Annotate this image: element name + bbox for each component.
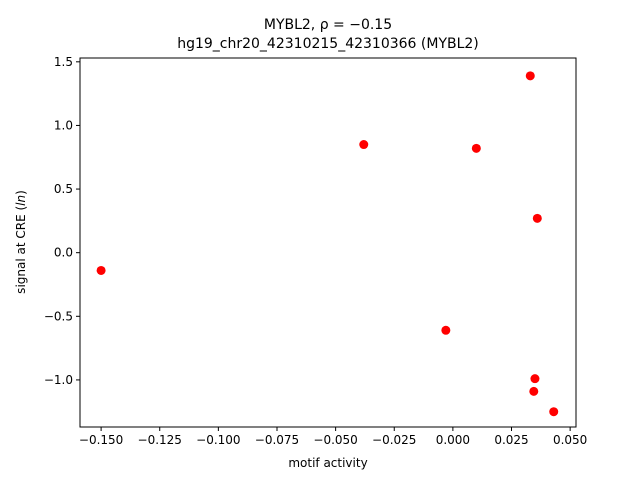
data-point bbox=[529, 386, 539, 396]
x-tick-label: 0.025 bbox=[494, 433, 528, 447]
y-tick-label: −1.0 bbox=[44, 373, 73, 387]
x-tick-label: −0.150 bbox=[79, 433, 123, 447]
y-axis: −1.0 −0.5 0.0 0.5 1.0 1.5 bbox=[44, 55, 80, 387]
x-tick-label: −0.125 bbox=[138, 433, 182, 447]
data-point bbox=[532, 213, 542, 223]
data-point bbox=[359, 140, 369, 150]
data-point bbox=[96, 265, 106, 275]
chart-title: MYBL2, ρ = −0.15 hg19_chr20_42310215_423… bbox=[177, 17, 479, 52]
data-point bbox=[525, 71, 535, 81]
chart-title-line1: MYBL2, ρ = −0.15 bbox=[264, 17, 392, 33]
x-axis-label: motif activity bbox=[288, 456, 367, 470]
data-point bbox=[549, 407, 559, 417]
chart-title-line2: hg19_chr20_42310215_42310366 (MYBL2) bbox=[177, 36, 479, 52]
plot-area bbox=[79, 57, 577, 428]
x-tick-label: −0.050 bbox=[313, 433, 357, 447]
y-tick-label: 0.0 bbox=[54, 246, 73, 260]
data-points bbox=[96, 71, 559, 417]
y-axis-label: signal at CRE (ln) bbox=[14, 190, 28, 294]
x-tick-label: −0.075 bbox=[255, 433, 299, 447]
y-tick-label: −0.5 bbox=[44, 309, 73, 323]
data-point bbox=[441, 325, 451, 335]
y-tick-label: 1.5 bbox=[54, 55, 73, 69]
data-point bbox=[471, 143, 481, 153]
x-axis: −0.150 −0.125 −0.100 −0.075 −0.050 −0.025 0.00… bbox=[79, 427, 587, 447]
y-tick-label: 0.5 bbox=[54, 182, 73, 196]
data-point bbox=[530, 374, 540, 384]
y-tick-label: 1.0 bbox=[54, 118, 73, 132]
x-tick-label: 0.050 bbox=[553, 433, 587, 447]
x-tick-label: −0.100 bbox=[196, 433, 240, 447]
x-tick-label: 0.000 bbox=[436, 433, 470, 447]
x-tick-label: −0.025 bbox=[372, 433, 416, 447]
